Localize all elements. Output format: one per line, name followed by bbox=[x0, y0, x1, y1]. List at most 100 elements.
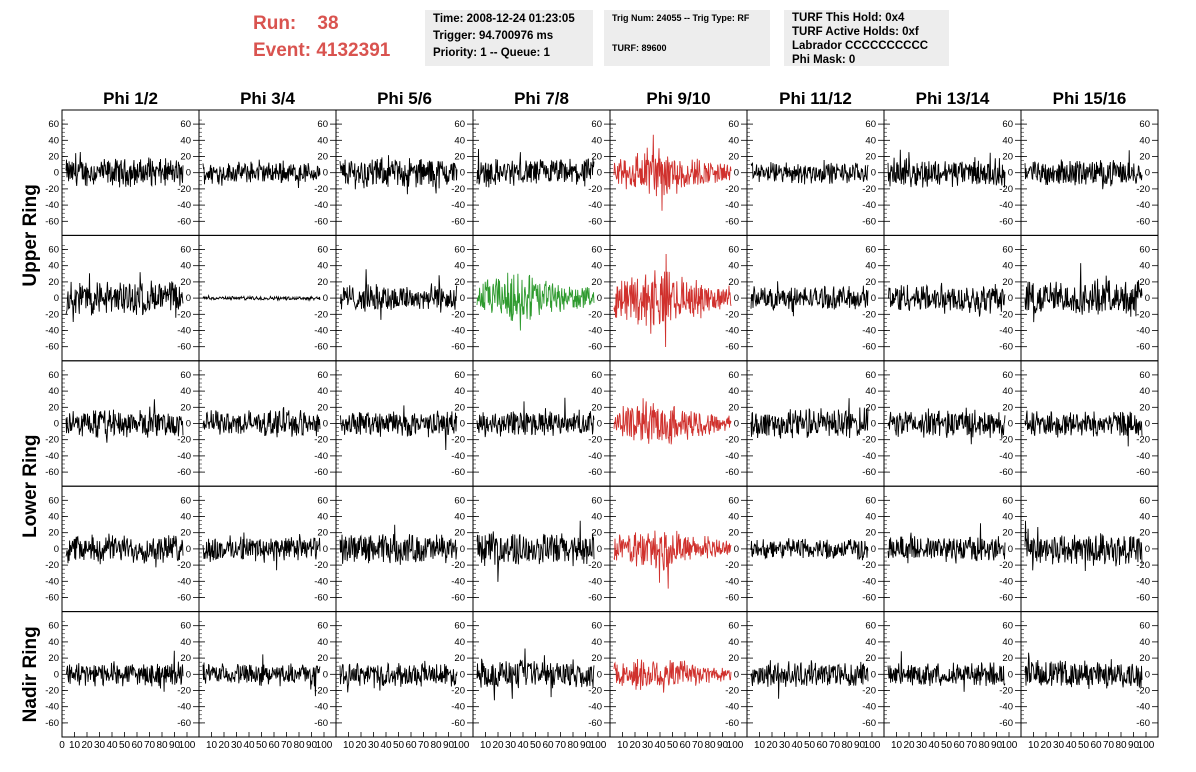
y-tick-label: 0 bbox=[54, 669, 59, 680]
y-tick-label-right: 0 bbox=[460, 293, 465, 304]
waveform-trace bbox=[202, 406, 321, 438]
waveform-trace bbox=[65, 272, 184, 323]
y-tick-label-right: 20 bbox=[1139, 152, 1150, 163]
y-tick-label-right: 40 bbox=[1002, 386, 1013, 397]
y-tick-label-right: 60 bbox=[1139, 245, 1150, 256]
y-tick-label-right: 0 bbox=[597, 419, 602, 430]
y-tick-label: 0 bbox=[54, 293, 59, 304]
y-tick-label-right: -40 bbox=[725, 451, 739, 462]
y-tick-label-right: 60 bbox=[591, 245, 602, 256]
y-tick-label-right: 60 bbox=[1139, 495, 1150, 506]
y-tick-label-right: -20 bbox=[725, 686, 739, 697]
y-tick-label-right: 60 bbox=[1139, 621, 1150, 632]
waveform-trace bbox=[202, 159, 321, 189]
y-tick-label-right: -20 bbox=[1136, 309, 1150, 320]
waveform-trace bbox=[613, 134, 732, 211]
waveform-trace bbox=[1024, 652, 1143, 690]
y-tick-label: 60 bbox=[48, 245, 59, 256]
y-tick-label-right: 60 bbox=[317, 621, 328, 632]
y-tick-label-right: -20 bbox=[588, 560, 602, 571]
y-tick-label-right: 20 bbox=[591, 653, 602, 664]
waveform-trace bbox=[1024, 410, 1143, 447]
x-tick-label: 30 bbox=[231, 740, 243, 751]
x-tick-label: 100 bbox=[1001, 740, 1018, 751]
y-tick-label-right: 20 bbox=[865, 152, 876, 163]
x-tick-label: 90 bbox=[991, 740, 1003, 751]
y-tick-label-right: -60 bbox=[588, 342, 602, 353]
waveform-trace bbox=[887, 407, 1006, 445]
y-tick-label-right: 20 bbox=[1139, 653, 1150, 664]
y-tick-label-right: 0 bbox=[323, 669, 328, 680]
x-tick-label: 60 bbox=[679, 740, 691, 751]
x-tick-label: 60 bbox=[542, 740, 554, 751]
y-tick-label-right: 60 bbox=[454, 370, 465, 381]
y-tick-label-right: 20 bbox=[865, 528, 876, 539]
waveform-trace bbox=[750, 159, 869, 185]
x-tick-label: 10 bbox=[754, 740, 766, 751]
y-tick-label-right: -40 bbox=[862, 576, 876, 587]
x-tick-label: 100 bbox=[316, 740, 333, 751]
y-tick-label-right: -60 bbox=[177, 593, 191, 604]
x-tick-label: 30 bbox=[1053, 740, 1065, 751]
y-tick-label-right: -20 bbox=[999, 686, 1013, 697]
y-tick-label: -20 bbox=[45, 435, 59, 446]
trigger-info-box: Trig Num: 24055 -- Trig Type: RF TURF: 8… bbox=[604, 10, 770, 66]
x-tick-label: 80 bbox=[978, 740, 990, 751]
x-tick-label: 50 bbox=[530, 740, 542, 751]
y-tick-label-right: 60 bbox=[865, 621, 876, 632]
y-tick-label-right: -60 bbox=[999, 593, 1013, 604]
y-tick-label-right: 20 bbox=[180, 152, 191, 163]
waveform-trace bbox=[339, 524, 458, 565]
y-tick-label-right: -20 bbox=[1136, 435, 1150, 446]
y-tick-label: 0 bbox=[54, 168, 59, 179]
trig-num-text: Trig Num: 24055 -- Trig Type: RF bbox=[612, 13, 750, 23]
y-tick-label-right: -40 bbox=[862, 451, 876, 462]
y-tick-label: 0 bbox=[54, 419, 59, 430]
y-tick-label-right: 60 bbox=[728, 119, 739, 130]
y-tick-label-right: -60 bbox=[1136, 216, 1150, 227]
y-tick-label-right: 40 bbox=[317, 135, 328, 146]
y-tick-label-right: -20 bbox=[999, 560, 1013, 571]
waveform-trace bbox=[65, 533, 184, 568]
waveform-trace bbox=[65, 399, 184, 443]
priority-text: Priority: 1 -- Queue: 1 bbox=[433, 47, 550, 59]
turf-info-box: TURF This Hold: 0x4 TURF Active Holds: 0… bbox=[784, 10, 949, 66]
y-tick-label-right: -40 bbox=[1136, 576, 1150, 587]
waveform-trace bbox=[887, 523, 1006, 564]
y-tick-label-right: 40 bbox=[180, 261, 191, 272]
y-tick-label-right: 0 bbox=[323, 544, 328, 555]
y-tick-label-right: 60 bbox=[180, 495, 191, 506]
y-tick-label-right: 20 bbox=[317, 653, 328, 664]
x-tick-label: 30 bbox=[916, 740, 928, 751]
y-tick-label-right: -40 bbox=[314, 326, 328, 337]
y-tick-label-right: -60 bbox=[725, 467, 739, 478]
waveform-trace bbox=[750, 281, 869, 317]
y-tick-label-right: -60 bbox=[1136, 342, 1150, 353]
x-tick-label: 80 bbox=[430, 740, 442, 751]
y-tick-label-right: -20 bbox=[1136, 184, 1150, 195]
y-tick-label-right: 40 bbox=[728, 261, 739, 272]
labrador-text: Labrador CCCCCCCCCC bbox=[792, 40, 929, 52]
y-tick-label-right: -60 bbox=[588, 593, 602, 604]
y-tick-label-right: 40 bbox=[1139, 386, 1150, 397]
waveform-trace bbox=[613, 253, 732, 348]
y-tick-label-right: -60 bbox=[451, 467, 465, 478]
x-tick-label: 20 bbox=[903, 740, 915, 751]
y-tick-label-right: -40 bbox=[725, 702, 739, 713]
y-tick-label-right: 0 bbox=[186, 544, 191, 555]
y-tick-label: -40 bbox=[45, 451, 59, 462]
y-tick-label-right: 20 bbox=[454, 653, 465, 664]
y-tick-label-right: -20 bbox=[999, 309, 1013, 320]
x-tick-label: 50 bbox=[256, 740, 268, 751]
x-tick-label: 70 bbox=[144, 740, 156, 751]
ring-label-3: Nadir Ring bbox=[20, 626, 41, 722]
y-tick-label: 40 bbox=[48, 135, 59, 146]
y-tick-label-right: -40 bbox=[314, 200, 328, 211]
y-tick-label-right: 20 bbox=[591, 402, 602, 413]
y-tick-label-right: -40 bbox=[451, 576, 465, 587]
x-tick-label: 70 bbox=[966, 740, 978, 751]
y-tick-label-right: 60 bbox=[591, 119, 602, 130]
y-tick-label-right: 20 bbox=[591, 152, 602, 163]
y-tick-label-right: -40 bbox=[451, 451, 465, 462]
x-tick-label: 10 bbox=[891, 740, 903, 751]
